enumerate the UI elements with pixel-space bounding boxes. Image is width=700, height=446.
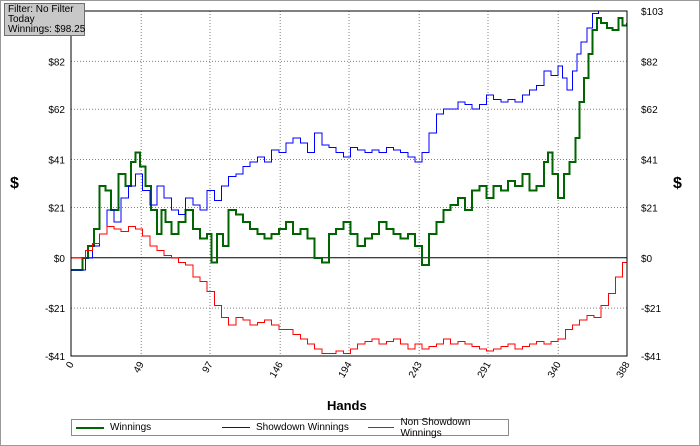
y-tick-label-left: -$21: [45, 304, 65, 315]
y-tick-label-right: $0: [641, 254, 653, 265]
legend-item-winnings: Winnings: [76, 420, 151, 435]
legend-label-winnings: Winnings: [110, 422, 152, 433]
x-tick-label: 49: [132, 360, 147, 376]
winnings-total-label: Winnings: $98.25: [8, 24, 86, 35]
legend-swatch-showdown: [222, 427, 250, 428]
y-axis-label-right: $: [673, 175, 682, 192]
y-tick-label-left: $21: [48, 203, 65, 214]
y-tick-label-right: $41: [641, 156, 658, 167]
filter-info-box: Filter: No Filter Today Winnings: $98.25: [4, 3, 85, 36]
y-axis-label-left: $: [10, 175, 19, 192]
plot-border: [70, 10, 628, 357]
y-tick-label-right: -$41: [641, 352, 661, 363]
y-tick-label-left: $41: [48, 156, 65, 167]
winnings-line: [71, 17, 627, 271]
x-tick-label: 388: [615, 360, 633, 380]
x-tick-label: 194: [337, 360, 355, 380]
legend-swatch-nonshowdown: [368, 427, 395, 428]
y-tick-label-right: -$21: [641, 304, 661, 315]
y-tick-label-right: $82: [641, 57, 658, 68]
legend-label-showdown: Showdown Winnings: [256, 422, 349, 433]
legend-swatch-winnings: [76, 426, 104, 429]
y-tick-label-right: $103: [641, 7, 664, 18]
y-tick-label-left: $82: [48, 57, 65, 68]
chart-legend: Winnings Showdown Winnings Non Showdown …: [71, 417, 509, 439]
y-tick-label-left: $62: [48, 105, 65, 116]
legend-label-nonshowdown: Non Showdown Winnings: [400, 416, 471, 439]
showdown-winnings-line: [71, 11, 599, 271]
y-tick-label-left: $0: [54, 254, 66, 265]
y-tick-label-right: $21: [641, 203, 658, 214]
legend-item-nonshowdown: Non Showdown Winnings: [368, 417, 508, 439]
x-axis-label: Hands: [327, 398, 367, 413]
non-showdown-winnings-line: [71, 226, 627, 355]
y-tick-label-right: $62: [641, 105, 658, 116]
x-tick-label: 146: [268, 360, 286, 380]
x-tick-label: 243: [407, 360, 425, 380]
x-tick-label: 291: [476, 360, 494, 380]
period-label: Today: [8, 14, 35, 25]
x-tick-label: 0: [64, 360, 77, 371]
legend-item-showdown: Showdown Winnings: [222, 420, 349, 435]
filter-label: Filter: No Filter: [8, 4, 74, 15]
y-tick-label-left: -$41: [45, 352, 65, 363]
x-tick-label: 97: [201, 360, 216, 376]
x-tick-label: 340: [546, 360, 564, 380]
